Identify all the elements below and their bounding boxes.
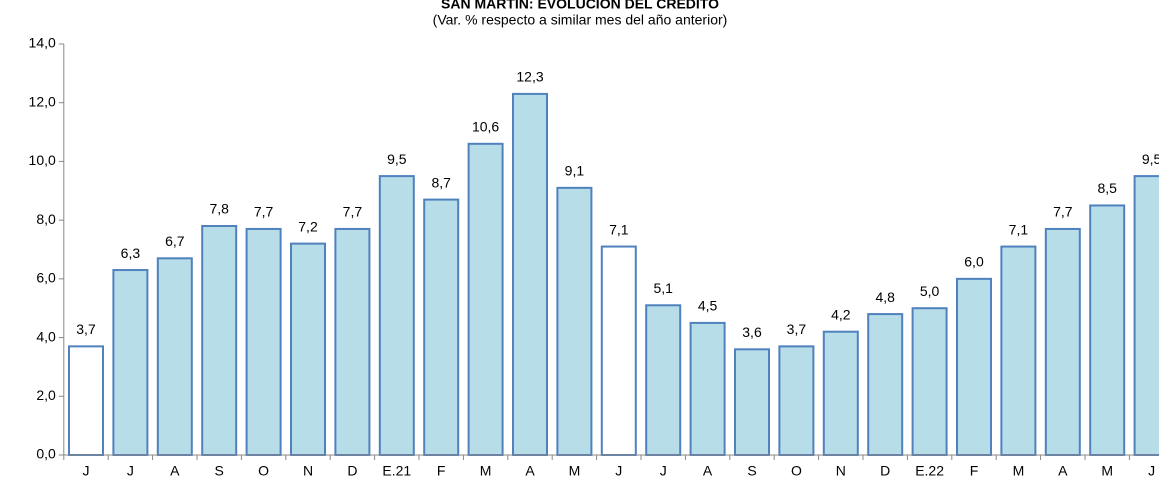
value-label: 7,7 xyxy=(254,204,274,220)
chart-title: SAN MARTIN: EVOLUCIÓN DEL CRÉDITO xyxy=(441,0,719,12)
x-tick-label: A xyxy=(1058,463,1068,479)
x-tick-label: O xyxy=(258,463,269,479)
bar xyxy=(911,307,948,457)
y-tick-label: 6,0 xyxy=(36,270,56,286)
value-label: 7,1 xyxy=(609,221,629,237)
bar xyxy=(290,242,326,456)
value-label: 7,7 xyxy=(343,204,363,220)
x-tick-label: A xyxy=(170,463,180,479)
value-label: 9,1 xyxy=(565,163,585,179)
x-tick-label: M xyxy=(569,463,581,479)
bar xyxy=(778,345,815,456)
y-tick-label: 8,0 xyxy=(36,211,56,227)
value-label: 7,2 xyxy=(298,218,318,234)
x-tick-label: M xyxy=(1013,463,1025,479)
bar xyxy=(734,348,770,457)
x-tick-label: M xyxy=(1101,463,1113,479)
value-label: 7,1 xyxy=(1009,221,1029,237)
value-label: 3,6 xyxy=(742,324,762,340)
bar xyxy=(423,198,460,456)
x-tick-label: E.22 xyxy=(915,463,944,479)
x-tick-label: J xyxy=(83,463,90,479)
bar xyxy=(467,142,504,456)
bar xyxy=(956,277,992,456)
x-tick-label: S xyxy=(215,463,224,479)
value-label: 4,2 xyxy=(831,306,851,322)
bar xyxy=(556,186,593,456)
x-tick-label: J xyxy=(660,463,667,479)
value-label: 8,7 xyxy=(431,174,451,190)
value-label: 8,5 xyxy=(1097,180,1117,196)
y-tick-label: 4,0 xyxy=(36,328,56,344)
value-label: 3,7 xyxy=(787,321,807,337)
bar xyxy=(1000,245,1037,456)
x-tick-label: F xyxy=(437,463,446,479)
bar xyxy=(1089,204,1126,456)
value-label: 4,5 xyxy=(698,298,718,314)
bar xyxy=(645,304,682,456)
bar xyxy=(822,330,859,457)
y-tick-label: 14,0 xyxy=(29,35,56,51)
bar xyxy=(600,245,637,456)
value-label: 12,3 xyxy=(516,69,543,85)
bar xyxy=(867,313,904,457)
bar xyxy=(1044,227,1081,456)
value-label: 6,7 xyxy=(165,233,185,249)
x-tick-label: J xyxy=(127,463,134,479)
x-tick-label: M xyxy=(480,463,492,479)
value-label: 6,3 xyxy=(121,245,141,261)
bar xyxy=(512,92,548,457)
x-tick-label: J xyxy=(615,463,622,479)
y-tick-label: 0,0 xyxy=(36,446,56,462)
x-tick-label: O xyxy=(791,463,802,479)
x-tick-label: D xyxy=(347,463,357,479)
value-label: 3,7 xyxy=(76,321,96,337)
value-label: 5,0 xyxy=(920,283,940,299)
x-tick-label: F xyxy=(970,463,979,479)
bar xyxy=(334,227,371,456)
bar xyxy=(112,269,149,456)
value-label: 9,5 xyxy=(1142,151,1159,167)
x-tick-label: A xyxy=(703,463,713,479)
value-label: 7,8 xyxy=(209,201,229,217)
bar xyxy=(68,345,104,456)
y-tick-label: 12,0 xyxy=(29,93,56,109)
x-tick-label: D xyxy=(880,463,890,479)
bar xyxy=(689,321,726,456)
bar xyxy=(1133,175,1159,456)
chart-subtitle: (Var. % respecto a similar mes del año a… xyxy=(433,12,728,28)
y-tick-label: 10,0 xyxy=(29,152,56,168)
x-tick-label: E.21 xyxy=(382,463,411,479)
value-label: 10,6 xyxy=(472,119,499,135)
x-tick-label: A xyxy=(525,463,535,479)
value-label: 5,1 xyxy=(653,280,673,296)
x-tick-label: J xyxy=(1148,463,1155,479)
y-tick-label: 2,0 xyxy=(36,387,56,403)
value-label: 7,7 xyxy=(1053,204,1073,220)
value-label: 9,5 xyxy=(387,151,407,167)
value-label: 6,0 xyxy=(964,254,984,270)
value-label: 4,8 xyxy=(875,289,895,305)
bar xyxy=(378,175,415,456)
bar xyxy=(201,225,238,456)
x-tick-label: S xyxy=(747,463,756,479)
bar xyxy=(156,257,193,456)
bar xyxy=(245,227,282,456)
x-tick-label: N xyxy=(836,463,846,479)
x-tick-label: N xyxy=(303,463,313,479)
